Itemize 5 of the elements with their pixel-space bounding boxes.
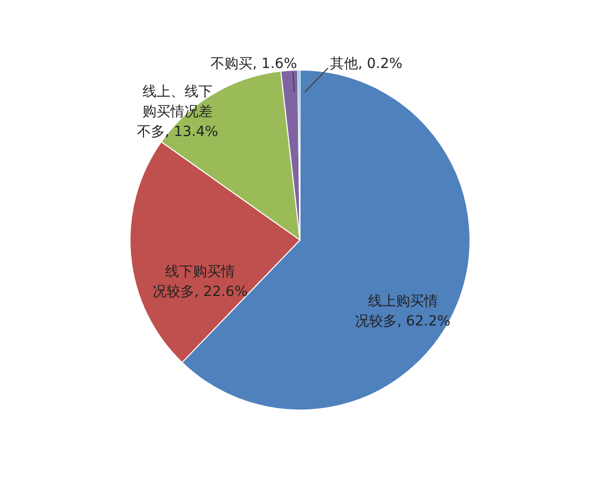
slice-label: 线上、线下购买情况差不多, 13.4% (136, 84, 218, 140)
slice-label: 其他, 0.2% (330, 56, 402, 72)
slice-label: 不购买, 1.6% (210, 56, 297, 72)
slice-label: 线上购买情况较多, 62.2% (355, 293, 450, 330)
slice-label: 线下购买情况较多, 22.6% (152, 264, 248, 300)
